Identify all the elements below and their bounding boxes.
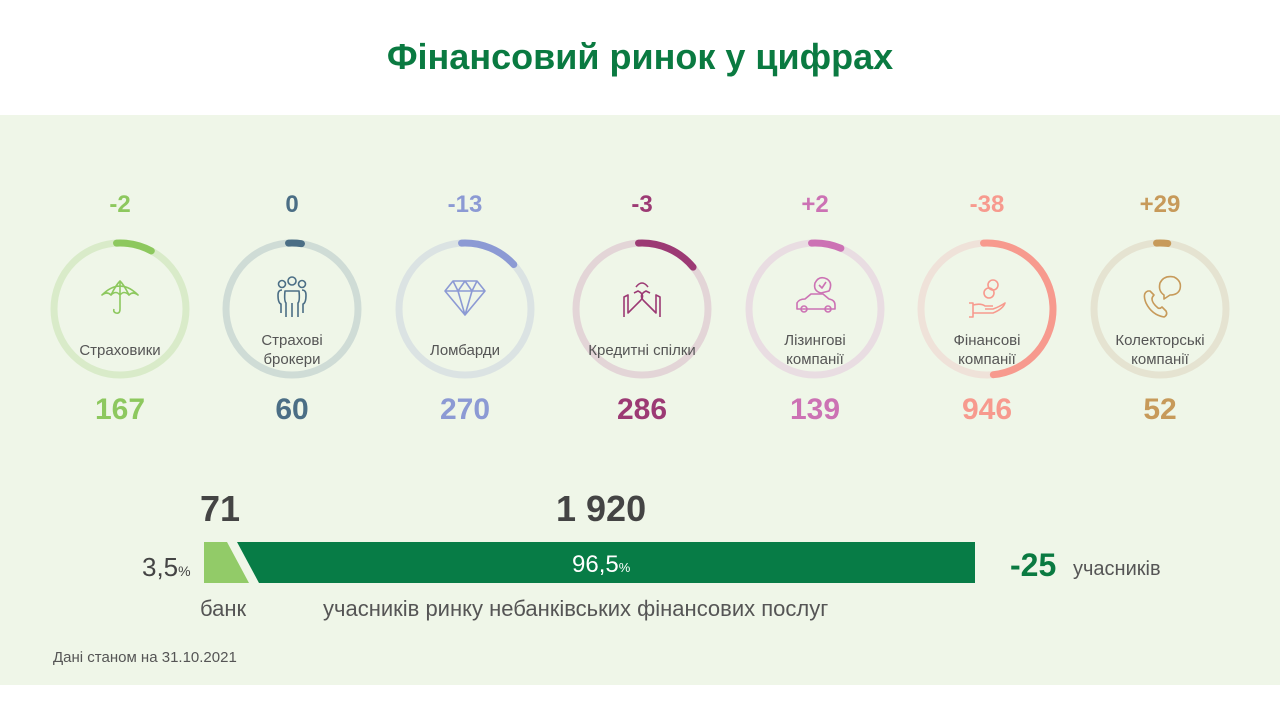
banks-pct-value: 3,5 <box>142 552 179 582</box>
banks-pct: 3,5% <box>142 552 191 583</box>
pct-sign: % <box>618 560 631 575</box>
hand-coins-icon <box>969 279 1006 318</box>
category-share-ring <box>50 239 190 379</box>
nbfi-label: учасників ринку небанківських фінансових… <box>323 596 829 621</box>
ring-arc <box>222 239 362 379</box>
category-share-ring <box>745 239 885 379</box>
share-bar <box>204 542 975 583</box>
ring-arc <box>395 239 535 379</box>
ring-arc <box>572 239 712 379</box>
category-count: 286 <box>616 393 668 426</box>
handshake-icon <box>623 282 661 317</box>
diamond-icon <box>444 280 486 316</box>
category-delta: -38 <box>969 191 1005 218</box>
category-share-ring <box>917 239 1057 379</box>
category-count: 270 <box>439 393 491 426</box>
car-icon <box>796 276 836 313</box>
people-icon <box>277 276 307 317</box>
nbfi-share-segment <box>237 542 975 583</box>
category-label: Ломбарди <box>429 341 501 359</box>
banks-count: 71 <box>200 488 241 529</box>
category-delta: -2 <box>109 191 131 218</box>
page-title: Фінансовий ринок у цифрах <box>386 36 894 77</box>
category-delta: 0 <box>285 191 299 218</box>
category-label: Фінансові компанії <box>953 332 1021 368</box>
category-share-ring <box>1090 239 1230 379</box>
category-delta: -3 <box>631 191 653 218</box>
ring-arc <box>1090 239 1230 379</box>
category-count: 167 <box>94 393 146 426</box>
category-count: 52 <box>1143 393 1177 426</box>
category-share-ring <box>395 239 535 379</box>
category-count: 139 <box>789 393 841 426</box>
ring-arc <box>745 239 885 379</box>
category-label: Кредитні спілки <box>588 341 696 359</box>
nbfi-count: 1 920 <box>556 488 647 529</box>
footnote: Дані станом на 31.10.2021 <box>53 649 237 666</box>
banks-label: банк <box>200 596 247 621</box>
category-label: Лізингові компанії <box>784 332 846 368</box>
category-delta: -13 <box>447 191 483 218</box>
ring-arc <box>50 239 190 379</box>
category-delta: +2 <box>801 191 829 218</box>
nbfi-pct: 96,5% <box>572 551 630 579</box>
phone-chat-icon <box>1143 275 1182 318</box>
category-share-ring <box>572 239 712 379</box>
category-count: 60 <box>275 393 309 426</box>
stats-panel: -2 Страховики 167 0 Страхові брокери 60 … <box>0 115 1280 685</box>
change-count: -25 <box>1010 547 1057 583</box>
change-label: учасників <box>1073 558 1161 580</box>
umbrella-icon <box>101 280 139 314</box>
category-count: 946 <box>961 393 1013 426</box>
pct-sign: % <box>178 563 191 579</box>
nbfi-pct-value: 96,5 <box>572 551 619 578</box>
category-share-ring <box>222 239 362 379</box>
category-label: Колекторські компанії <box>1115 332 1205 368</box>
category-label: Страхові брокери <box>261 332 323 368</box>
category-label: Страховики <box>79 341 161 359</box>
category-delta: +29 <box>1139 191 1181 218</box>
banks-share-segment <box>204 542 249 583</box>
ring-arc <box>917 239 1057 379</box>
